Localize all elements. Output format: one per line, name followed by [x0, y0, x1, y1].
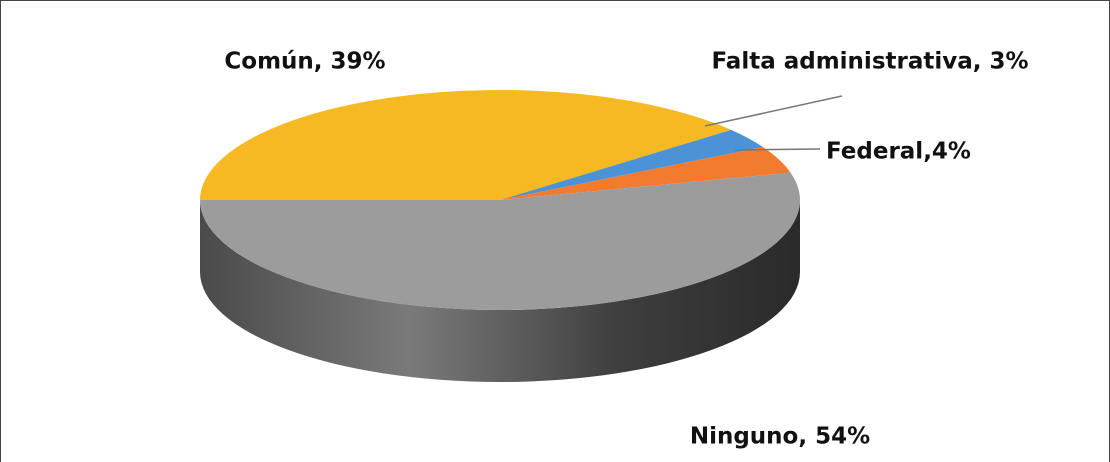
data-label: Falta administrativa, 3% [711, 49, 1028, 75]
leader-line [734, 148, 821, 151]
data-label: Federal,4% [826, 139, 971, 165]
leader-line [704, 95, 843, 127]
data-label: Ninguno, 54% [690, 424, 870, 450]
pie-slice-side [200, 200, 800, 382]
pie-slice [200, 90, 732, 200]
data-label: Común, 39% [224, 49, 385, 75]
pie-slice [500, 147, 791, 200]
pie-slice [200, 172, 800, 311]
pie-slice [500, 129, 763, 200]
